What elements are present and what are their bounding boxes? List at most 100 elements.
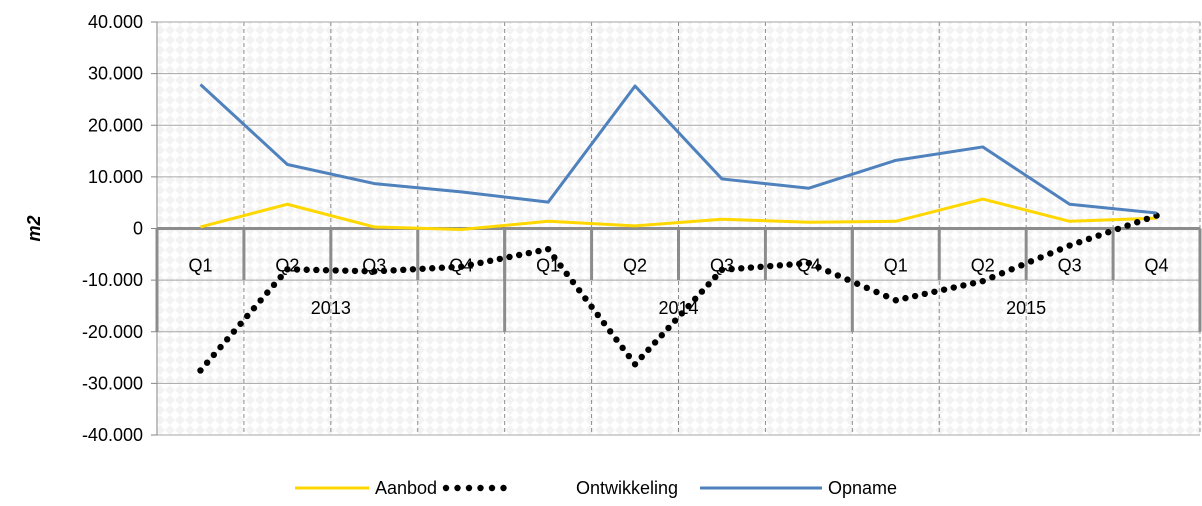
x-tick-label: Q2 [623, 256, 647, 276]
series-ontwikkeling-dot [844, 276, 851, 283]
series-ontwikkeling-dot [496, 255, 504, 263]
x-axis-tick-labels: Q1 Q2 Q3 Q4 Q1 Q2 Q3 Q4 Q1 Q2 Q3 Q4 2013 2014 2015 [188, 256, 1168, 319]
series-ontwikkeling-dot [607, 328, 614, 335]
series-ontwikkeling-dot [911, 292, 919, 300]
series-ontwikkeling-dot [400, 266, 407, 273]
series-ontwikkeling-dot [569, 278, 577, 286]
legend-ontwikkeling-label: Ontwikkeling [576, 478, 678, 498]
series-ontwikkeling-dot [638, 353, 645, 361]
series-ontwikkeling-dot [1037, 254, 1044, 261]
series-ontwikkeling-dot [950, 284, 957, 291]
series-ontwikkeling-dot [786, 261, 793, 268]
series-ontwikkeling-dot [1076, 239, 1083, 246]
x-tick-label: Q4 [797, 256, 821, 276]
series-ontwikkeling-dot [631, 361, 639, 368]
series-ontwikkeling-dot [270, 281, 278, 289]
series-ontwikkeling-dot [203, 359, 211, 366]
series-ontwikkeling-dot [1085, 235, 1093, 243]
series-ontwikkeling-dot [264, 289, 271, 296]
series-ontwikkeling-dot [342, 267, 349, 274]
series-ontwikkeling-dot [224, 336, 231, 343]
series-ontwikkeling-dot [738, 265, 745, 272]
series-ontwikkeling-dot [863, 284, 871, 292]
legend-ontwikkeling-dot [442, 484, 450, 492]
x-tick-label: Q3 [1058, 256, 1082, 276]
x-tick-label: Q2 [971, 256, 995, 276]
y-tick-label: 10.000 [88, 167, 143, 187]
series-ontwikkeling-dot [998, 270, 1006, 277]
series-ontwikkeling-dot [776, 262, 784, 269]
series-ontwikkeling-dot [1143, 215, 1151, 223]
legend: Aanbod Ontwikkeling Opname [295, 478, 897, 498]
series-ontwikkeling-dot [685, 302, 692, 310]
series-ontwikkeling-dot [217, 343, 224, 351]
series-ontwikkeling-dot [853, 280, 861, 287]
series-ontwikkeling-dot [293, 266, 301, 273]
series-ontwikkeling-dot [210, 351, 218, 359]
y-tick-label: 40.000 [88, 12, 143, 32]
x-group-label: 2014 [658, 298, 698, 318]
series-ontwikkeling-dot [712, 273, 719, 281]
series-ontwikkeling-dot [728, 265, 735, 273]
series-opname-line [199, 83, 1157, 215]
series-ontwikkeling-dot [1066, 242, 1073, 249]
series-ontwikkeling-dot [1134, 219, 1141, 226]
series-ontwikkeling-dot [257, 297, 264, 304]
series-ontwikkeling-dot [351, 267, 359, 275]
x-tick-label: Q3 [710, 256, 734, 276]
series-ontwikkeling-dot [244, 312, 251, 320]
series-aanbod-line [200, 197, 1157, 232]
series-ontwikkeling-dot [625, 352, 633, 360]
series-ontwikkeling-dot [467, 261, 475, 268]
series-ontwikkeling-dot [525, 249, 533, 257]
legend-aanbod-label: Aanbod [375, 478, 437, 498]
y-axis-tick-labels: 40.000 30.000 20.000 10.000 0 -10.000 -20.000 -… [82, 12, 143, 445]
series-ontwikkeling-dot [515, 251, 523, 259]
legend-ontwikkeling-dot [454, 484, 461, 492]
series-ontwikkeling-dot [250, 305, 258, 312]
y-axis-label: m2 [24, 215, 44, 241]
series-ontwikkeling-dot [380, 267, 388, 275]
legend-ontwikkeling-dot [488, 484, 496, 492]
series-ontwikkeling-dot [409, 266, 417, 273]
series-ontwikkeling-dot [563, 270, 570, 278]
x-tick-label: Q1 [188, 256, 212, 276]
y-tick-label: -40.000 [82, 425, 143, 445]
x-tick-label: Q4 [1145, 256, 1169, 276]
legend-opname-label: Opname [828, 478, 897, 498]
series-ontwikkeling-dot [619, 344, 626, 352]
series-ontwikkeling-dot [940, 286, 948, 293]
series-ontwikkeling-dot [371, 268, 378, 275]
series-ontwikkeling-dot [1124, 222, 1131, 229]
series-ontwikkeling-dot [658, 332, 665, 339]
legend-ontwikkeling-dot [500, 484, 507, 492]
series-ontwikkeling-dot [588, 303, 595, 310]
series-ontwikkeling-dot [582, 295, 589, 302]
series-ontwikkeling-dot [237, 320, 244, 327]
series-ontwikkeling-dot [747, 264, 755, 271]
series-ontwikkeling-dot [805, 259, 813, 267]
series-ontwikkeling-dot [1018, 262, 1025, 269]
series-ontwikkeling-dot [796, 260, 803, 268]
x-tick-label: Q1 [536, 256, 560, 276]
series-ontwikkeling-dot [834, 272, 842, 279]
series-ontwikkeling-dot [477, 259, 484, 267]
series-ontwikkeling-dot [902, 294, 909, 302]
series-ontwikkeling-dot [882, 292, 890, 300]
series-ontwikkeling-dot [960, 282, 967, 289]
series-ontwikkeling-dot [671, 317, 679, 324]
series-ontwikkeling-dot [230, 328, 238, 335]
series-ontwikkeling-dot [692, 295, 699, 303]
series-ontwikkeling-dot [284, 266, 291, 273]
series-ontwikkeling-dot [678, 310, 686, 317]
series-ontwikkeling-dot [1095, 232, 1102, 239]
series-ontwikkeling-dot [535, 247, 542, 255]
series-ontwikkeling-dot [322, 267, 330, 274]
series-ontwikkeling-dot [931, 288, 938, 295]
legend-ontwikkeling-dot [477, 484, 484, 492]
series-ontwikkeling-dot [557, 262, 564, 269]
series-ontwikkeling-dot [645, 346, 652, 353]
series-ontwikkeling-dot [1105, 229, 1112, 236]
